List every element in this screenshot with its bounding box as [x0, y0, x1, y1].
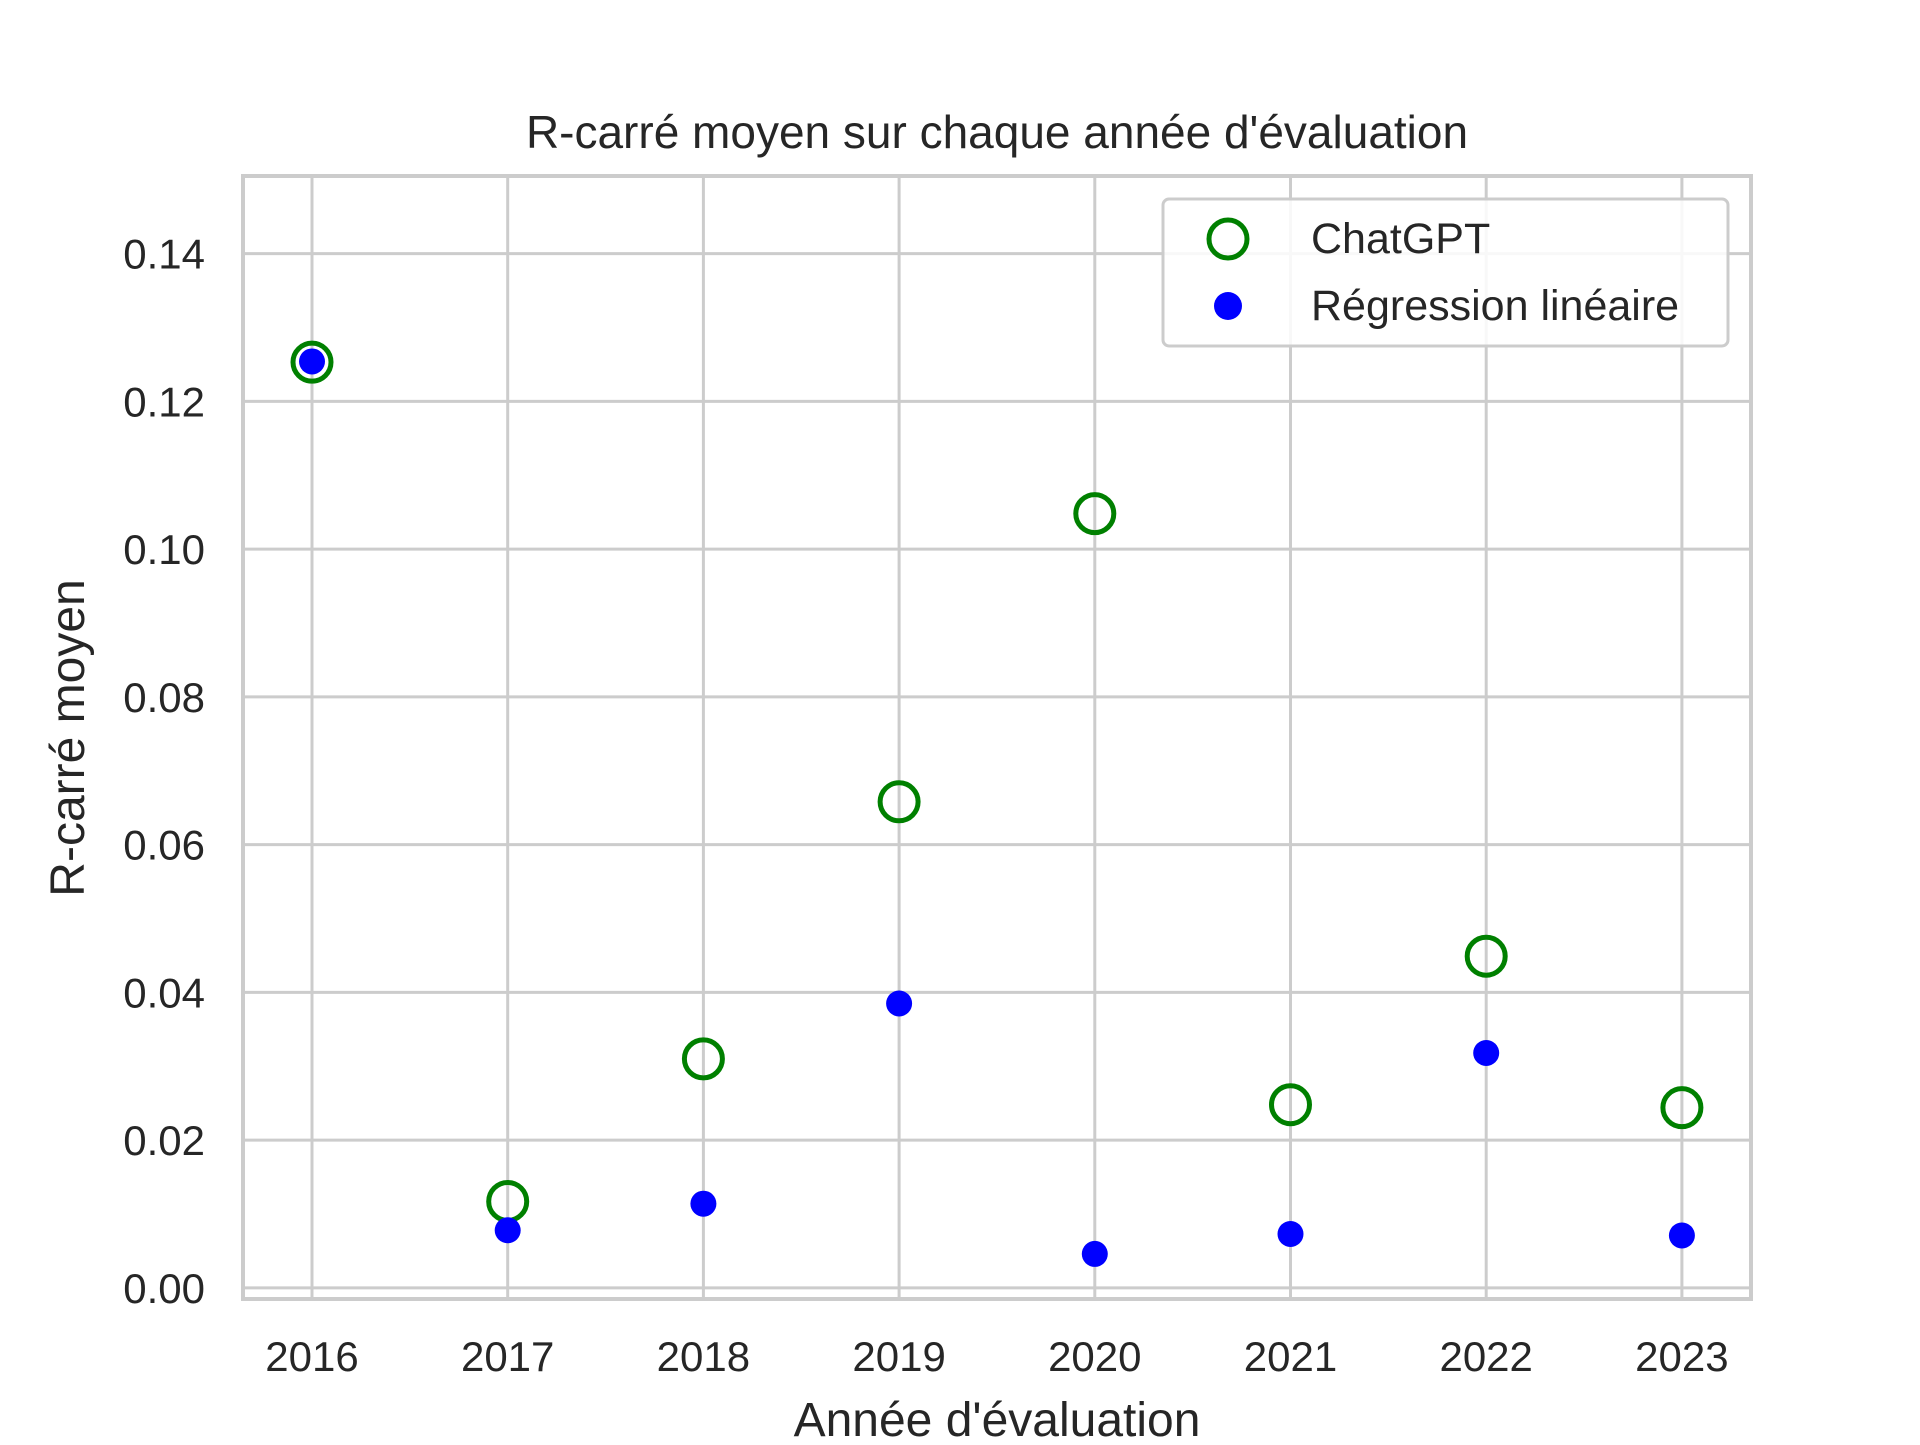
plot-frame [241, 174, 1753, 1301]
legend-marker-chatgpt [1206, 217, 1250, 261]
chatgpt-point [877, 780, 921, 824]
chatgpt-point [290, 340, 334, 384]
legend-box [1161, 197, 1730, 348]
regression-lineaire-point [1473, 1039, 1500, 1066]
y-tick-label: 0.14 [123, 231, 205, 278]
y-axis-ticks: 0.00 0.02 0.04 0.06 0.08 0.10 0.12 0.14 [123, 231, 205, 1312]
y-tick-label: 0.06 [123, 822, 205, 869]
y-tick-label: 0.10 [123, 526, 205, 573]
y-tick-label: 0.00 [123, 1265, 205, 1312]
grid [243, 176, 1751, 1299]
regression-lineaire-point [886, 990, 913, 1017]
regression-lineaire-point [1081, 1240, 1108, 1267]
x-tick-label: 2020 [1048, 1333, 1141, 1380]
chart-title: R-carré moyen sur chaque année d'évaluat… [526, 106, 1468, 158]
y-tick-label: 0.08 [123, 674, 205, 721]
regression-lineaire-point [494, 1217, 521, 1244]
chatgpt-point [1269, 1083, 1312, 1127]
regression-lineaire-point [299, 348, 325, 375]
x-tick-label: 2017 [461, 1333, 554, 1380]
x-tick-label: 2021 [1244, 1333, 1337, 1380]
y-tick-label: 0.12 [123, 378, 205, 425]
chatgpt-point [681, 1037, 725, 1081]
x-tick-label: 2016 [265, 1333, 358, 1380]
x-tick-label: 2019 [852, 1333, 945, 1380]
regression-lineaire-point [1277, 1220, 1304, 1247]
x-axis-label: Année d'évaluation [794, 1394, 1201, 1440]
legend-label-chatgpt: ChatGPT [1311, 215, 1490, 263]
chatgpt-point [1464, 934, 1508, 978]
legend-marker-regression [1214, 292, 1242, 320]
x-tick-label: 2022 [1439, 1333, 1532, 1380]
x-axis-ticks: 2016 2017 2018 2019 2020 2021 2022 2023 [265, 1333, 1728, 1380]
chatgpt-point [1660, 1086, 1704, 1130]
y-tick-label: 0.02 [123, 1117, 205, 1164]
regression-lineaire-point [1668, 1222, 1695, 1249]
y-tick-label: 0.04 [123, 969, 205, 1016]
x-tick-label: 2023 [1635, 1333, 1728, 1380]
chatgpt-point [1073, 492, 1117, 536]
x-tick-label: 2018 [657, 1333, 750, 1380]
legend-label-regression: Régression linéaire [1311, 282, 1679, 330]
y-axis-label: R-carré moyen [42, 579, 95, 896]
data-points [290, 340, 1704, 1267]
legend: ChatGPT Régression linéaire [1161, 197, 1730, 348]
regression-lineaire-point [690, 1190, 717, 1217]
